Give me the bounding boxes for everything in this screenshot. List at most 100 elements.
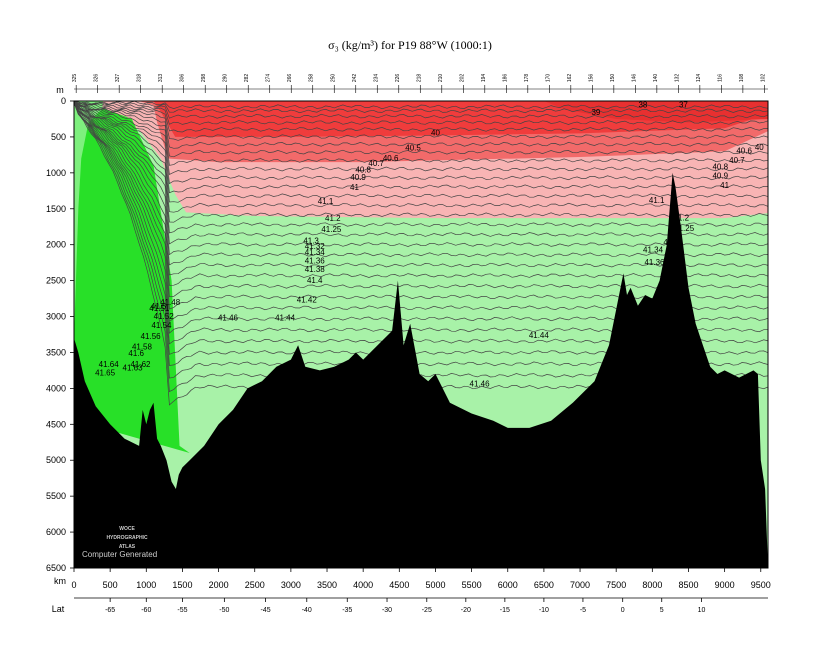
contour-label-41_1: 41.1: [318, 197, 334, 206]
contour-line-41.42: [74, 101, 768, 266]
contour-label-41_32: 41.32: [305, 242, 326, 251]
contour-label-41_64: 41.64: [99, 360, 120, 369]
x-tick-label-500: 500: [103, 580, 118, 590]
station-label-326: 326: [94, 74, 100, 83]
x-tick-label-5000: 5000: [425, 580, 445, 590]
contour-label-41_36: 41.36: [305, 256, 326, 265]
station-label-318: 318: [137, 74, 143, 83]
contour-line-41.4: [74, 102, 768, 256]
x-tick-label-1000: 1000: [136, 580, 156, 590]
contour-label-37: 37: [679, 101, 688, 110]
contour-label-40_8: 40.8: [355, 165, 371, 174]
contour-label-40_5: 40.5: [405, 144, 421, 153]
x-tick-label-0: 0: [71, 580, 76, 590]
x-tick-label-2500: 2500: [245, 580, 265, 590]
station-label-306: 306: [180, 74, 186, 83]
station-label-186: 186: [502, 74, 508, 83]
station-label-156: 156: [588, 74, 594, 83]
y-tick-label-1500: 1500: [46, 204, 66, 214]
contour-lines: [74, 101, 768, 406]
x-tick-label-6500: 6500: [534, 580, 554, 590]
contour-line-41.44: [74, 101, 768, 276]
lat-tick-label--5: -5: [580, 607, 586, 614]
station-label-298: 298: [201, 74, 207, 83]
contour-label-41_54: 41.54: [151, 321, 172, 330]
y-tick-label-5000: 5000: [46, 455, 66, 465]
contour-label-41_52: 41.52: [154, 312, 175, 321]
contour-label-41_42: 41.42: [297, 295, 318, 304]
lat-tick-label--40: -40: [302, 607, 312, 614]
station-label-290: 290: [223, 74, 229, 83]
contour-label-41_34: 41.34: [305, 248, 326, 257]
contour-label-41_38: 41.38: [305, 265, 326, 274]
x-tick-label-4500: 4500: [389, 580, 409, 590]
station-label-202: 202: [459, 74, 465, 83]
y-tick-label-4000: 4000: [46, 383, 66, 393]
station-label-226: 226: [395, 74, 401, 83]
contour-label-41_58: 41.58: [132, 343, 153, 352]
contour-label-41_25: 41.25: [674, 224, 695, 233]
contour-line-40.7: [74, 101, 768, 141]
contour-label-40_9: 40.9: [712, 172, 728, 181]
contour-line-41.32: [74, 101, 768, 213]
x-tick-label-4000: 4000: [353, 580, 373, 590]
contour-label-41_3: 41.3: [663, 238, 679, 247]
contour-label-41_48: 41.48: [160, 298, 181, 307]
contour-label-41_46: 41.46: [218, 313, 239, 322]
station-label-218: 218: [416, 74, 422, 83]
logo-text-2: ATLAS: [119, 544, 136, 550]
lat-tick-label--45: -45: [261, 607, 271, 614]
station-label-327: 327: [115, 74, 121, 83]
contour-label-41_1: 41.1: [649, 196, 665, 205]
station-label-102: 102: [760, 74, 766, 83]
contour-label-40_9: 40.9: [350, 173, 366, 182]
contour-line-41.38: [74, 103, 768, 245]
contour-label-41: 41: [720, 181, 729, 190]
contour-label-40: 40: [431, 129, 440, 138]
station-label-325: 325: [72, 74, 78, 83]
y-axis-unit: m: [56, 85, 64, 95]
contour-line-40.9: [74, 102, 768, 158]
x-axis-unit: km: [54, 576, 66, 586]
lat-tick-label--25: -25: [422, 607, 432, 614]
y-tick-label-5500: 5500: [46, 491, 66, 501]
contour-label-41_63: 41.63: [123, 364, 144, 373]
station-label-124: 124: [696, 74, 702, 83]
lat-tick-label--55: -55: [177, 607, 187, 614]
band-bright-green: [74, 108, 190, 454]
y-tick-label-2000: 2000: [46, 240, 66, 250]
contour-label-41_62: 41.62: [130, 360, 151, 369]
contour-label-40_7: 40.7: [729, 156, 745, 165]
y-tick-label-1000: 1000: [46, 168, 66, 178]
lat-tick-label--60: -60: [141, 607, 151, 614]
contour-line-41.1: [74, 103, 768, 176]
station-label-140: 140: [653, 74, 659, 83]
y-tick-label-6000: 6000: [46, 527, 66, 537]
contour-label-41_65: 41.65: [95, 369, 116, 378]
y-tick-label-3500: 3500: [46, 347, 66, 357]
station-label-258: 258: [309, 74, 315, 83]
lat-tick-label--50: -50: [219, 607, 229, 614]
lat-tick-label-5: 5: [660, 607, 664, 614]
contour-line-40.5: [74, 101, 768, 125]
station-label-194: 194: [481, 74, 487, 83]
contour-label-41_44: 41.44: [529, 331, 550, 340]
contour-line-41.36: [74, 103, 768, 234]
x-tick-label-6000: 6000: [498, 580, 518, 590]
station-label-146: 146: [631, 74, 637, 83]
lat-tick-label--65: -65: [105, 607, 115, 614]
y-tick-label-6500: 6500: [46, 563, 66, 573]
x-tick-label-1500: 1500: [172, 580, 192, 590]
station-label-274: 274: [266, 74, 272, 83]
contour-label-41_34: 41.34: [643, 246, 664, 255]
lat-tick-label--35: -35: [342, 607, 352, 614]
contour-label-41_36: 41.36: [644, 258, 665, 267]
contour-label-40: 40: [755, 143, 764, 152]
lat-tick-label--10: -10: [539, 607, 549, 614]
station-label-150: 150: [610, 74, 616, 83]
contour-label-41_6: 41.6: [128, 349, 144, 358]
lat-tick-label-10: 10: [698, 607, 706, 614]
contour-label-41_51: 41.51: [149, 304, 170, 313]
x-tick-label-8000: 8000: [642, 580, 662, 590]
